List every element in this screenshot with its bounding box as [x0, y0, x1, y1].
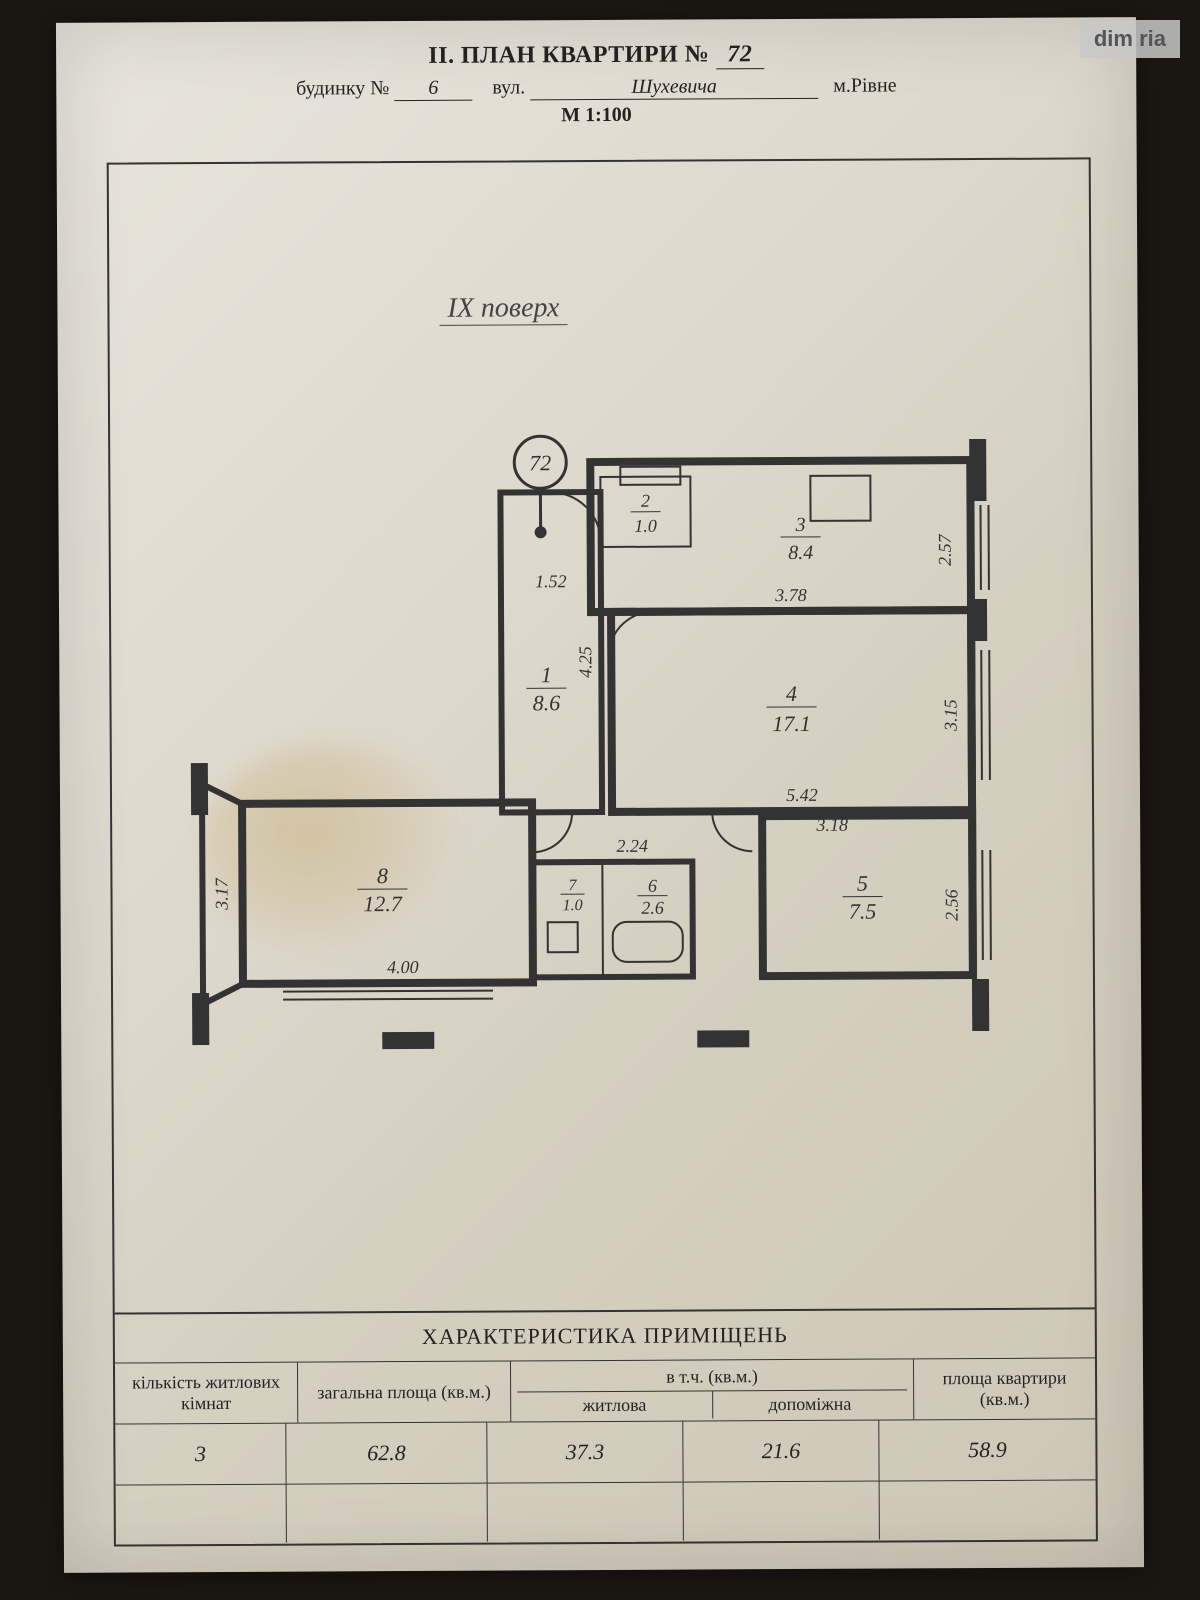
street-label: вул.	[492, 76, 525, 98]
svg-text:1: 1	[541, 662, 552, 687]
val-apt-area: 58.9	[879, 1419, 1095, 1480]
city-label: м.Рівне	[833, 74, 896, 96]
svg-text:3.17: 3.17	[211, 877, 231, 911]
summary-title: ХАРАКТЕРИСТИКА ПРИМІЩЕНЬ	[115, 1309, 1095, 1363]
svg-text:4.00: 4.00	[387, 957, 419, 977]
svg-text:1.0: 1.0	[634, 516, 657, 536]
svg-text:7: 7	[568, 877, 577, 894]
summary-table: ХАРАКТЕРИСТИКА ПРИМІЩЕНЬ кількість житло…	[115, 1307, 1096, 1544]
building-number: 6	[394, 77, 472, 101]
hdr-living: житлова	[517, 1391, 713, 1419]
svg-text:7.5: 7.5	[849, 899, 877, 924]
building-label: будинку №	[296, 77, 389, 99]
floorplan-svg: 72 2 1.0 3 8.4 1 8.6 4 17.1 5 7.5 6	[109, 159, 1095, 1314]
val-total-area: 62.8	[286, 1423, 487, 1484]
svg-text:2: 2	[641, 491, 650, 511]
paper-sheet: II. ПЛАН КВАРТИРИ № 72 будинку № 6 вул. …	[56, 17, 1144, 1573]
val-rooms: 3	[115, 1424, 286, 1485]
svg-text:5.42: 5.42	[786, 785, 818, 805]
summary-header-row: кількість житлових кімнат загальна площа…	[115, 1358, 1095, 1424]
svg-text:8: 8	[377, 863, 388, 888]
svg-text:1.52: 1.52	[535, 571, 567, 591]
svg-text:12.7: 12.7	[363, 891, 403, 916]
svg-text:4.25: 4.25	[575, 646, 595, 678]
svg-text:17.1: 17.1	[772, 711, 811, 736]
svg-text:5: 5	[857, 871, 868, 896]
title-prefix: II. ПЛАН КВАРТИРИ №	[428, 41, 709, 68]
hdr-total-area: загальна площа (кв.м.)	[298, 1361, 511, 1422]
svg-text:3.15: 3.15	[941, 699, 961, 732]
svg-text:8.4: 8.4	[788, 542, 813, 564]
street-name: Шухевича	[530, 75, 818, 101]
unit-marker: 72	[529, 450, 551, 475]
apartment-number: 72	[716, 41, 764, 69]
svg-text:3.18: 3.18	[815, 815, 848, 835]
svg-text:3.78: 3.78	[774, 585, 807, 605]
summary-empty-row	[116, 1480, 1096, 1543]
svg-text:6: 6	[648, 876, 657, 896]
svg-text:8.6: 8.6	[533, 690, 561, 715]
svg-text:2.6: 2.6	[641, 898, 664, 918]
drawing-frame: IX поверх	[107, 157, 1098, 1546]
svg-text:4: 4	[786, 681, 797, 706]
svg-text:2.57: 2.57	[935, 533, 955, 566]
watermark-badge: dim ria	[1080, 20, 1180, 58]
hdr-apt-area: площа квартири (кв.м.)	[914, 1358, 1095, 1419]
hdr-aux: допоміжна	[713, 1390, 908, 1418]
svg-text:3: 3	[795, 514, 806, 536]
hdr-rooms: кількість житлових кімнат	[115, 1363, 298, 1424]
svg-text:1.0: 1.0	[563, 897, 583, 914]
scale-label: М 1:100	[56, 101, 1136, 130]
hdr-incl: в т.ч. (кв.м.) житлова допоміжна	[511, 1359, 914, 1421]
svg-text:2.56: 2.56	[941, 889, 961, 921]
val-aux: 21.6	[683, 1421, 879, 1482]
val-living: 37.3	[487, 1422, 683, 1483]
header-block: II. ПЛАН КВАРТИРИ № 72 будинку № 6 вул. …	[56, 39, 1136, 130]
summary-data-row: 3 62.8 37.3 21.6 58.9	[115, 1419, 1095, 1485]
svg-text:2.24: 2.24	[616, 836, 648, 856]
